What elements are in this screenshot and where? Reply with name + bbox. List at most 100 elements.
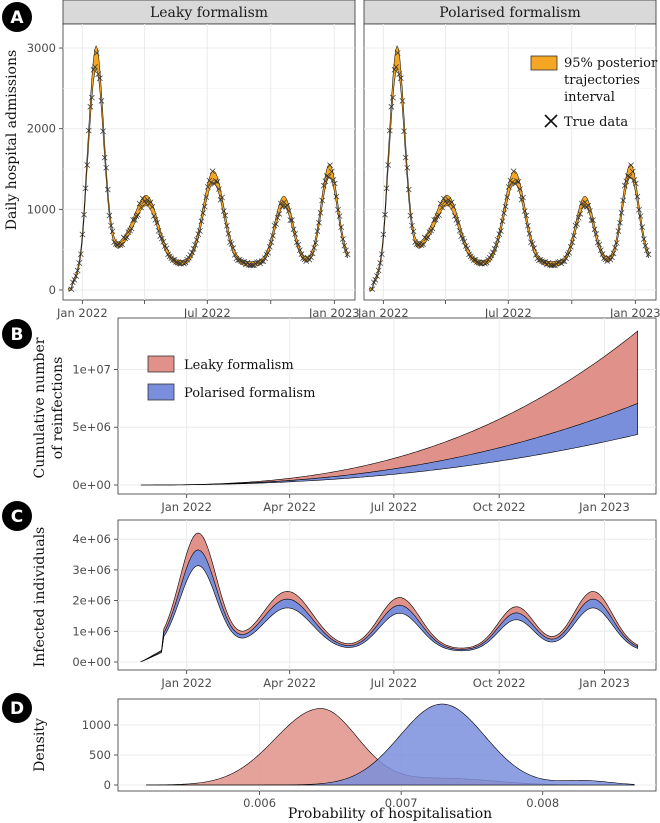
true-data-point: [170, 257, 176, 263]
ribbon-95-interval: [68, 45, 348, 291]
legend-label-ribbon-3: interval: [564, 90, 615, 105]
true-data-point: [282, 203, 289, 210]
true-data-point: [455, 220, 461, 226]
plot-area-a-polarised: [363, 23, 657, 301]
y-axis-title-c: Infected individuals: [32, 527, 48, 668]
legend-a: 95% posterior trajectories interval True…: [530, 55, 658, 130]
true-data-point: [292, 231, 298, 237]
panel-a: Leaky formalism Polarised formalism 0 100…: [4, 0, 660, 333]
y-tick-label-c: 3e+06: [72, 563, 111, 577]
true-data-point: [211, 181, 218, 187]
panel-d: 0.006 0.007 0.008 0 500 1000 Density Probabil…: [32, 698, 657, 822]
true-data-point: [163, 245, 170, 252]
true-data-point: [192, 241, 198, 248]
true-data-point: [583, 203, 590, 210]
true-data-point: [319, 197, 325, 204]
true-data-point: [322, 178, 329, 185]
x-tick-label-c: Jan 2022: [160, 676, 212, 690]
true-data-point: [198, 218, 205, 225]
true-data-point: [509, 179, 515, 186]
true-data-point: [85, 127, 92, 134]
true-data-point: [404, 164, 411, 171]
true-data-point: [97, 75, 103, 82]
true-data-point: [394, 50, 401, 56]
true-data-point: [590, 217, 596, 223]
true-data-point: [317, 209, 324, 216]
true-data-point: [309, 250, 316, 257]
true-data-point: [513, 178, 520, 184]
true-data-point: [208, 179, 214, 186]
facet-strip-leaky: [62, 0, 356, 25]
true-data-point: [437, 200, 444, 207]
true-data-point: [343, 247, 349, 254]
true-data-point: [567, 243, 574, 250]
true-data-point: [418, 242, 425, 249]
true-data-point: [640, 236, 647, 242]
true-data-point: [377, 260, 384, 266]
plot-area-c: [117, 519, 657, 671]
true-data-point: [471, 257, 477, 263]
legend-label-true-data: True data: [564, 115, 628, 130]
true-data-point: [268, 239, 275, 246]
true-data-point: [124, 234, 130, 240]
badge-d-label: D: [10, 699, 24, 719]
legend-swatch-leaky: [147, 355, 175, 373]
true-data-point: [593, 231, 599, 237]
true-data-point: [396, 71, 403, 77]
true-data-point: [488, 252, 495, 258]
x-tick-label-d: 0.006: [243, 796, 276, 810]
true-data-point: [440, 195, 447, 202]
true-data-point: [450, 204, 457, 210]
legend-label-leaky: Leaky formalism: [184, 358, 294, 373]
x-axis-title-d: Probability of hospitalisation: [288, 806, 492, 822]
true-data-point: [285, 207, 292, 214]
true-data-point: [385, 162, 392, 168]
area-polarised: [140, 549, 638, 662]
data-d: [146, 703, 635, 786]
true-data-point: [566, 249, 573, 256]
true-data-point: [636, 206, 642, 213]
true-data-point: [483, 259, 490, 266]
true-data-point: [569, 239, 576, 246]
true-data-point: [642, 242, 649, 249]
x-tick-label-a: Jul 2022: [484, 306, 532, 320]
true-data-point: [429, 225, 436, 232]
true-data-point: [278, 200, 284, 207]
y-tick-label-a: 3000: [27, 41, 56, 55]
badge-b-label: B: [11, 325, 24, 345]
true-data-point: [407, 212, 414, 219]
true-data-point: [574, 221, 580, 227]
true-data-point: [90, 66, 97, 73]
true-data-point: [494, 237, 501, 243]
true-data-point: [512, 181, 519, 187]
true-data-point: [579, 200, 585, 207]
true-data-point: [629, 168, 636, 175]
true-data-point: [604, 258, 611, 264]
true-data-point: [515, 178, 522, 185]
true-data-point: [138, 204, 144, 211]
true-data-point: [314, 228, 321, 234]
true-data-point: [195, 231, 202, 237]
y-axis-title-b-line1: Cumulative number: [32, 337, 48, 478]
true-data-point: [324, 173, 330, 179]
plot-area-a-leaky: [62, 23, 356, 301]
true-data-point: [224, 222, 230, 229]
y-tick-label-a: 0: [49, 283, 56, 297]
true-data-point: [536, 257, 542, 264]
true-data-point: [260, 258, 267, 265]
legend-label-ribbon-2: trajectories: [564, 73, 640, 88]
true-data-point: [325, 173, 332, 180]
badge-a: A: [2, 2, 32, 32]
legend-cross-icon: [544, 114, 558, 128]
true-data-point: [68, 286, 75, 293]
true-data-point: [74, 267, 81, 274]
true-data-point: [577, 211, 584, 217]
true-data-point: [222, 212, 229, 219]
true-data-point: [474, 259, 480, 265]
true-data-point: [297, 247, 303, 254]
true-data-point: [71, 277, 78, 283]
true-data-point: [453, 216, 460, 223]
true-data-point: [386, 127, 393, 134]
true-data-point: [613, 240, 620, 246]
true-data-point: [382, 211, 388, 218]
